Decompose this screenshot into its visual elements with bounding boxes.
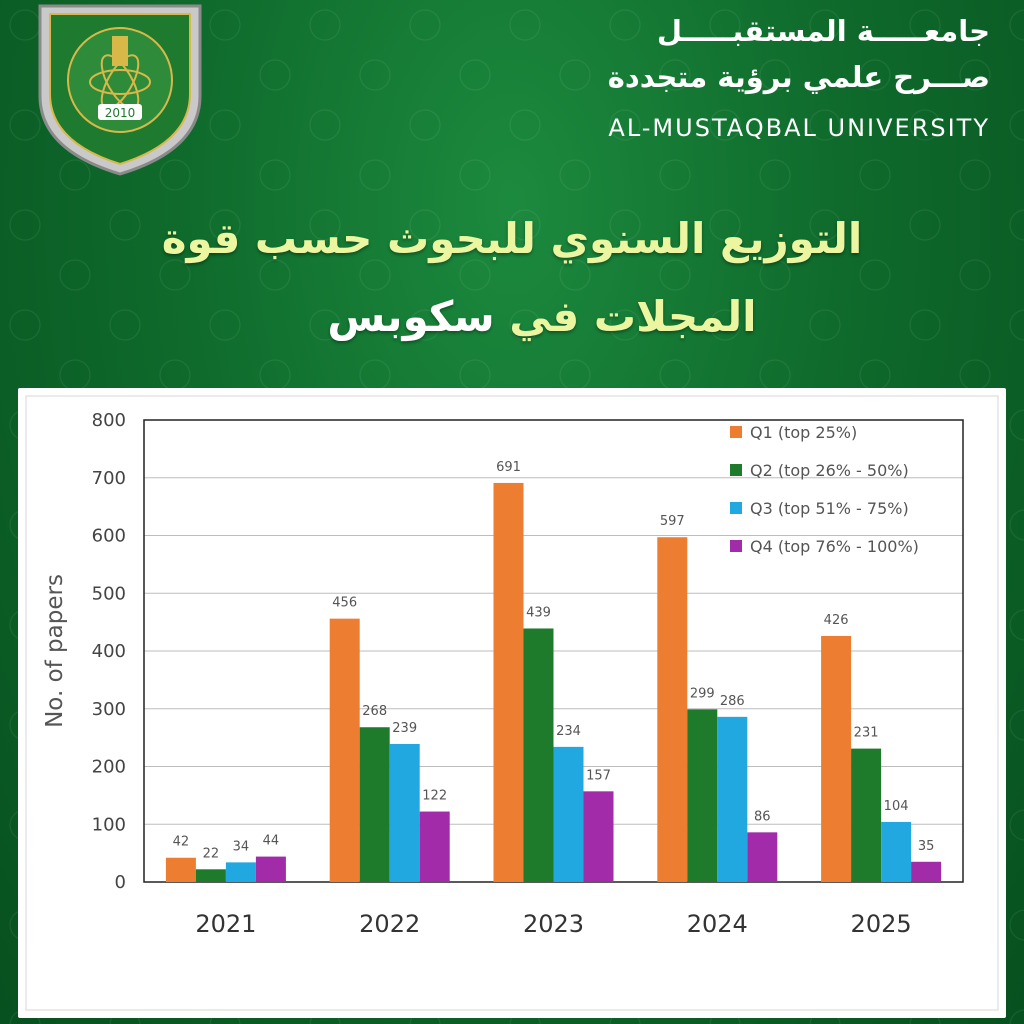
university-name-arabic: جامعـــــة المستقبـــــل — [656, 14, 990, 48]
bar — [851, 748, 882, 882]
chart-card: 0 100 200 300 400 500 600 700 800 No. of papers 20… — [18, 388, 1006, 1018]
x-tick-label: 2022 — [359, 910, 420, 938]
data-label: 231 — [854, 726, 879, 741]
legend-label: Q3 (top 51% - 75%) — [750, 499, 909, 518]
data-label: 86 — [754, 809, 771, 824]
data-label: 35 — [918, 839, 935, 854]
y-tick-label: 200 — [92, 757, 126, 778]
bar — [195, 869, 226, 882]
data-label: 44 — [263, 834, 280, 849]
page-title-line2: المجلات في سكوبس — [60, 292, 964, 341]
bar — [747, 832, 778, 882]
university-logo: 2010 — [38, 4, 202, 176]
bar — [255, 856, 286, 882]
legend-swatch — [730, 502, 742, 514]
bar — [687, 709, 718, 882]
bar — [329, 618, 360, 882]
y-tick-label: 700 — [92, 468, 126, 489]
title-highlight-text: المجلات في — [509, 292, 757, 341]
y-tick-label: 100 — [92, 814, 126, 835]
bar — [389, 743, 420, 882]
y-tick-label: 400 — [92, 641, 126, 662]
data-label: 286 — [720, 694, 745, 709]
data-label: 456 — [332, 596, 357, 611]
legend-swatch — [730, 540, 742, 552]
bar — [359, 727, 390, 882]
university-name-english: AL-MUSTAQBAL UNIVERSITY — [608, 114, 990, 142]
bar — [225, 862, 256, 882]
bar — [419, 811, 450, 882]
y-axis-label: No. of papers — [42, 574, 68, 728]
bar — [523, 628, 554, 882]
y-tick-label: 800 — [92, 410, 126, 431]
y-tick-label: 500 — [92, 583, 126, 604]
legend-label: Q4 (top 76% - 100%) — [750, 537, 919, 556]
title-white-text: سكوبس — [327, 292, 495, 341]
bar-chart: 0 100 200 300 400 500 600 700 800 No. of papers 20… — [25, 395, 999, 1011]
data-label: 22 — [203, 846, 220, 861]
bar — [553, 746, 584, 882]
chart-frame — [25, 395, 999, 1011]
x-tick-label: 2021 — [195, 910, 256, 938]
bar — [821, 635, 852, 882]
data-label: 234 — [556, 724, 581, 739]
data-label: 104 — [884, 799, 909, 814]
data-label: 157 — [586, 768, 611, 783]
data-label: 268 — [362, 704, 387, 719]
data-label: 34 — [233, 839, 250, 854]
y-tick-label: 300 — [92, 699, 126, 720]
data-label: 299 — [690, 686, 715, 701]
y-tick-label: 600 — [92, 526, 126, 547]
x-tick-label: 2024 — [687, 910, 748, 938]
data-label: 42 — [173, 835, 190, 850]
data-label: 122 — [422, 789, 447, 804]
legend-label: Q1 (top 25%) — [750, 423, 857, 442]
x-tick-label: 2025 — [851, 910, 912, 938]
bar — [493, 482, 524, 882]
university-slogan-arabic: صـــرح علمي برؤية متجددة — [607, 60, 990, 94]
x-tick-label: 2023 — [523, 910, 584, 938]
page-title-line1: التوزيع السنوي للبحوث حسب قوة — [161, 214, 863, 263]
bar — [881, 821, 912, 882]
bar — [657, 537, 688, 882]
data-label: 239 — [392, 721, 417, 736]
bar — [717, 716, 748, 882]
logo-year-text: 2010 — [105, 106, 136, 120]
data-label: 439 — [526, 605, 551, 620]
bar — [583, 791, 614, 882]
legend-label: Q2 (top 26% - 50%) — [750, 461, 909, 480]
bar — [911, 861, 942, 882]
legend-swatch — [730, 464, 742, 476]
y-tick-label: 0 — [115, 872, 126, 893]
data-label: 597 — [660, 514, 685, 529]
legend-swatch — [730, 426, 742, 438]
bar — [165, 857, 196, 882]
data-label: 426 — [824, 613, 849, 628]
data-label: 691 — [496, 460, 521, 475]
